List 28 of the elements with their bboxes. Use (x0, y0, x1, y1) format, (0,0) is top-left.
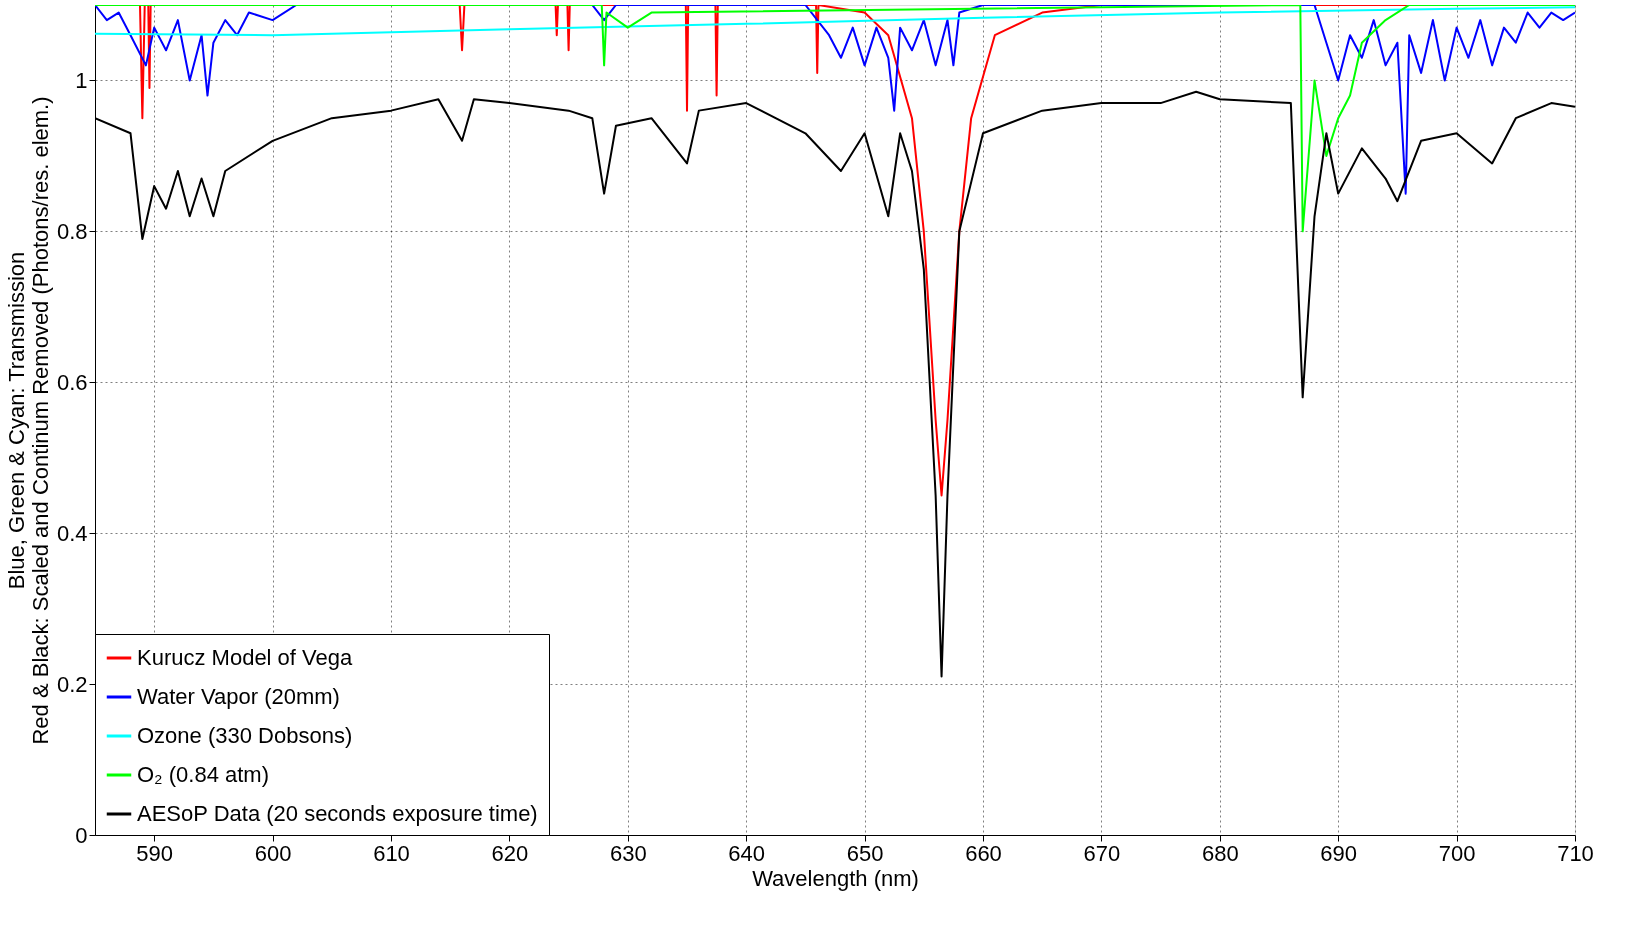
legend-label: AESoP Data (20 seconds exposure time) (137, 801, 538, 826)
x-tick-label: 640 (728, 840, 766, 866)
x-tick-label: 620 (491, 840, 529, 866)
x-tick-label: 630 (609, 840, 647, 866)
x-tick-label: 660 (965, 840, 1002, 866)
x-tick-label: 600 (254, 840, 292, 866)
y-tick-label: 0.6 (56, 369, 88, 395)
y-tick-label: 1 (75, 67, 88, 93)
legend-label: Kurucz Model of Vega (137, 645, 354, 670)
x-tick-label: 710 (1557, 840, 1594, 866)
x-tick-label: 700 (1438, 840, 1476, 866)
x-tick-label: 650 (846, 840, 884, 866)
y-tick-label: 0.8 (56, 218, 88, 244)
line-series (95, 6, 1575, 37)
line-series (95, 5, 1575, 233)
x-tick-label: 610 (373, 840, 410, 866)
legend-label: O₂ (0.84 atm) (137, 762, 270, 787)
x-tick-label: 590 (136, 840, 174, 866)
legend-label: Ozone (330 Dobsons) (137, 723, 353, 748)
y-axis-title: Blue, Green & Cyan: Transmission Red & Black: Scaled and Continum Removed (Photons/res. elem.) (3, 96, 53, 745)
y-tick-label: 0.2 (56, 671, 88, 697)
y-tick-label: 0 (75, 822, 88, 848)
x-tick-label: 670 (1083, 840, 1121, 866)
legend-label: Water Vapor (20mm) (137, 684, 340, 709)
y-tick-label: 0.4 (56, 520, 88, 546)
x-tick-label: 690 (1320, 840, 1358, 866)
x-axis-title: Wavelength (nm) (752, 865, 919, 891)
x-tick-label: 680 (1201, 840, 1239, 866)
